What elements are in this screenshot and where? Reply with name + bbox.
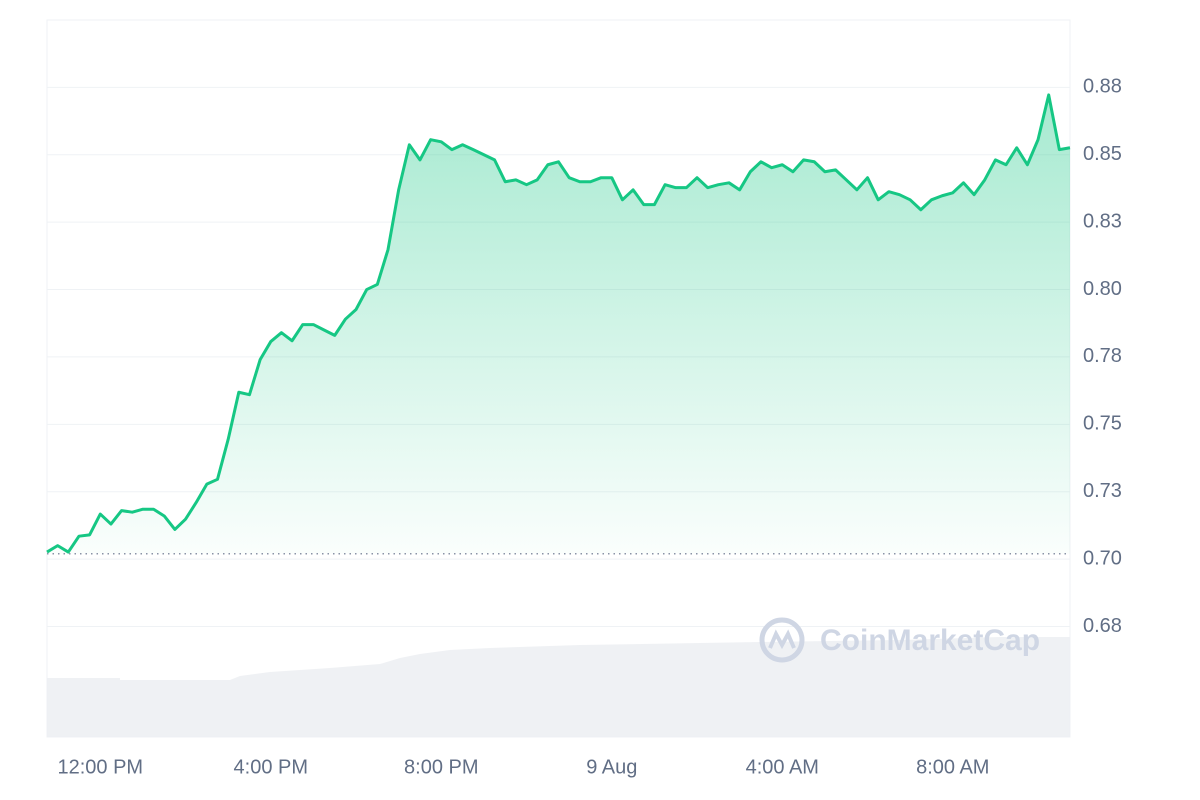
x-tick-label: 9 Aug [586, 756, 637, 778]
y-tick-label: 0.80 [1083, 278, 1122, 300]
y-tick-label: 0.83 [1083, 210, 1122, 232]
y-tick-label: 0.78 [1083, 345, 1122, 367]
y-tick-label: 0.68 [1083, 615, 1122, 637]
watermark-text: CoinMarketCap [820, 624, 1040, 657]
volume-area [47, 637, 1070, 737]
x-tick-label: 4:00 PM [234, 756, 308, 778]
y-tick-label: 0.73 [1083, 480, 1122, 502]
x-tick-label: 12:00 PM [57, 756, 143, 778]
y-tick-label: 0.70 [1083, 547, 1122, 569]
x-tick-label: 8:00 PM [404, 756, 478, 778]
price-line [46, 93, 1071, 554]
y-tick-label: 0.75 [1083, 413, 1122, 435]
y-tick-label: 0.88 [1083, 76, 1122, 98]
watermark: CoinMarketCap [759, 617, 1040, 663]
x-tick-label: 8:00 AM [916, 756, 989, 778]
x-tick-label: 4:00 AM [746, 756, 819, 778]
price-area [47, 94, 1070, 554]
y-tick-label: 0.85 [1083, 143, 1122, 165]
